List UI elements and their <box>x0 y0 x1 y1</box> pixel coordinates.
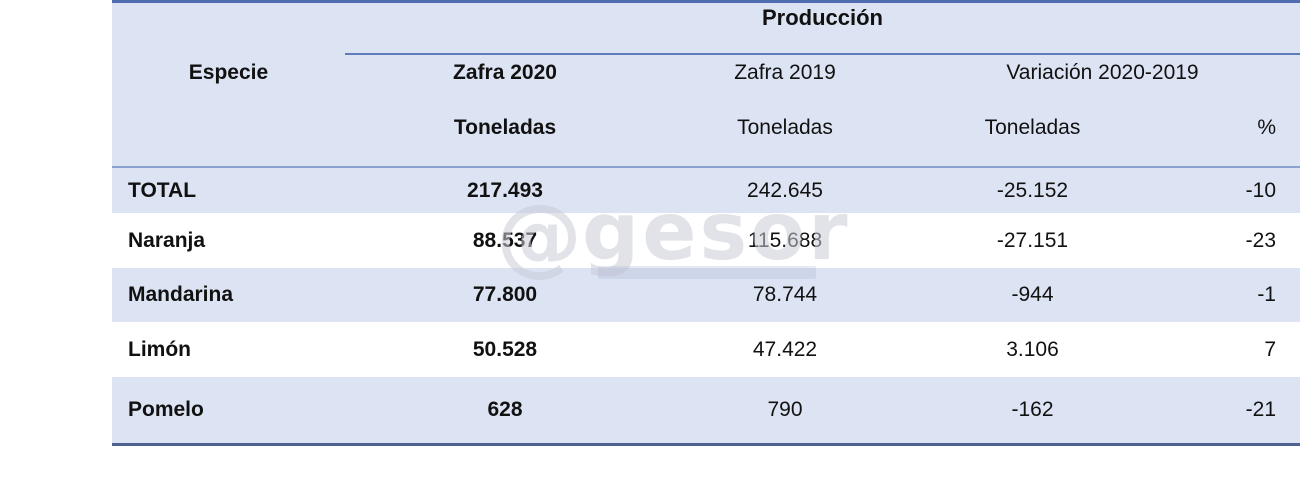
cell-variacion-toneladas: -162 <box>1011 398 1054 421</box>
table-row-naranja: Naranja 88.537 115.688 -27.151 -23 <box>112 213 1300 268</box>
header-row-units: Toneladas Toneladas Toneladas % <box>112 110 1300 166</box>
table-row-pomelo: Pomelo 628 790 -162 -21 <box>112 377 1300 443</box>
table-header: Producción Especie Zafra 2020 Zafra 2019… <box>112 3 1300 168</box>
cell-especie: Pomelo <box>128 398 204 421</box>
cell-zafra-2019: 115.688 <box>747 228 823 252</box>
column-header-zafra-2019: Zafra 2019 <box>734 61 836 84</box>
cell-variacion-percent: -1 <box>1257 283 1276 306</box>
cell-especie: Mandarina <box>128 283 234 306</box>
header-empty-cell <box>112 3 345 55</box>
cell-zafra-2020: 628 <box>487 398 523 421</box>
unit-empty-cell <box>112 110 345 166</box>
cell-especie: Limón <box>128 337 191 361</box>
cell-variacion-toneladas: -25.152 <box>996 178 1069 202</box>
group-header-label: Producción <box>761 5 883 30</box>
cell-zafra-2019: 242.645 <box>747 178 823 202</box>
production-table: Producción Especie Zafra 2020 Zafra 2019… <box>112 0 1300 446</box>
cell-variacion-percent: 7 <box>1264 337 1276 361</box>
column-header-variacion: Variación 2020-2019 <box>1006 61 1199 84</box>
cell-variacion-percent: -10 <box>1245 178 1276 202</box>
cell-zafra-2020: 50.528 <box>472 337 538 361</box>
cell-zafra-2019: 78.744 <box>752 283 818 306</box>
table-row-total: TOTAL 217.493 242.645 -25.152 -10 <box>112 168 1300 213</box>
header-row-columns: Especie Zafra 2020 Zafra 2019 Variación … <box>112 55 1300 110</box>
group-header-produccion: Producción <box>345 3 1300 55</box>
unit-zafra-2020: Toneladas <box>453 116 557 139</box>
unit-variacion-toneladas: Toneladas <box>984 116 1081 139</box>
unit-variacion-percent: % <box>1257 116 1276 139</box>
cell-zafra-2019: 790 <box>767 398 803 421</box>
cell-zafra-2019: 47.422 <box>752 337 818 361</box>
cell-variacion-percent: -23 <box>1245 228 1276 252</box>
header-row-group: Producción <box>112 3 1300 55</box>
cell-especie: Naranja <box>128 228 206 252</box>
cell-especie: TOTAL <box>128 178 197 202</box>
cell-zafra-2020: 217.493 <box>467 178 543 202</box>
cell-variacion-toneladas: 3.106 <box>1006 337 1059 361</box>
cell-zafra-2020: 77.800 <box>472 283 538 306</box>
cell-zafra-2020: 88.537 <box>472 228 538 252</box>
cell-variacion-toneladas: -27.151 <box>996 228 1069 252</box>
table-row-limon: Limón 50.528 47.422 3.106 7 <box>112 322 1300 377</box>
cell-variacion-toneladas: -944 <box>1011 283 1054 306</box>
table-body: TOTAL 217.493 242.645 -25.152 -10 Naranj… <box>112 168 1300 443</box>
unit-zafra-2019: Toneladas <box>737 116 833 139</box>
column-header-zafra-2020: Zafra 2020 <box>453 61 557 84</box>
table-row-mandarina: Mandarina 77.800 78.744 -944 -1 <box>112 268 1300 322</box>
column-header-especie: Especie <box>188 61 269 84</box>
cell-variacion-percent: -21 <box>1245 398 1276 421</box>
